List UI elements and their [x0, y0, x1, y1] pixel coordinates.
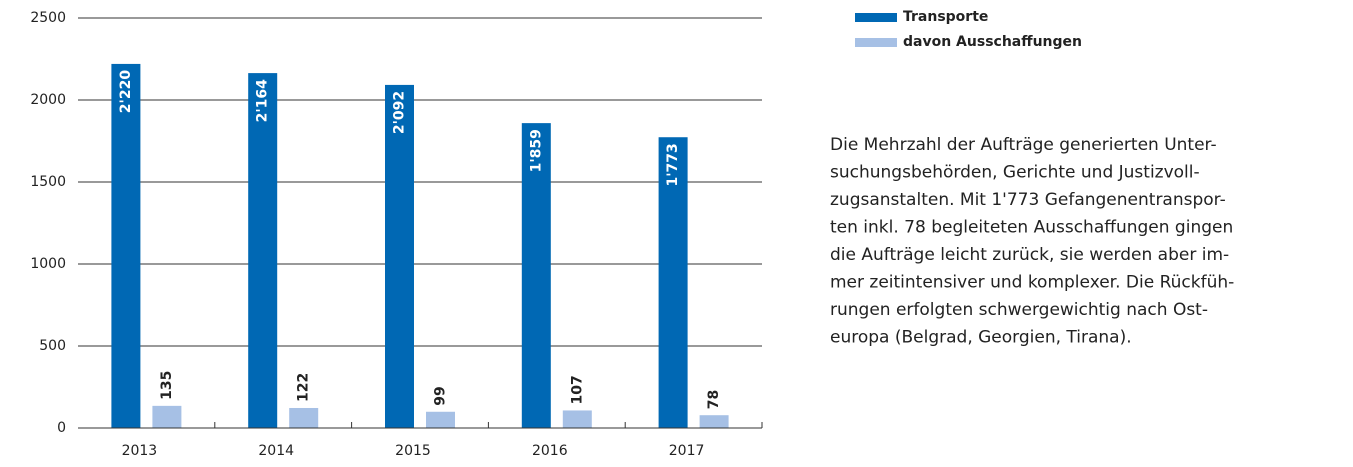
legend-label: davon Ausschaffungen: [903, 34, 1082, 50]
value-label: 135: [159, 371, 175, 400]
bar: [289, 407, 319, 428]
value-label: 2'164: [255, 79, 271, 123]
paragraph-line: mer zeitintensiver und komplexer. Die Rü…: [830, 273, 1234, 293]
value-label: 78: [706, 390, 722, 409]
paragraph-line: zugsanstalten. Mit 1'773 Gefangenentrans…: [830, 190, 1226, 210]
x-tick-label: 2015: [395, 443, 431, 459]
value-label: 2'092: [392, 91, 408, 134]
y-tick-label: 500: [39, 338, 66, 354]
x-tick-label: 2017: [669, 443, 705, 459]
y-tick-label: 0: [57, 420, 66, 436]
value-label: 1'859: [528, 129, 544, 172]
x-tick-label: 2016: [532, 443, 568, 459]
legend-swatch: [855, 38, 897, 47]
value-label: 1'773: [665, 143, 681, 186]
value-label: 99: [433, 386, 449, 405]
paragraph-line: suchungsbehörden, Gerichte und Justizvol…: [830, 163, 1200, 183]
bar: [521, 123, 551, 429]
bar: [248, 73, 278, 428]
bar: [562, 410, 592, 428]
paragraph-line: Die Mehrzahl der Aufträge generierten Un…: [830, 135, 1217, 155]
value-label: 122: [296, 373, 312, 402]
legend-label: Transporte: [903, 9, 988, 25]
value-label: 107: [569, 375, 585, 404]
bar: [699, 415, 729, 428]
y-tick-label: 1000: [30, 256, 66, 272]
paragraph-line: europa (Belgrad, Georgien, Tirana).: [830, 328, 1132, 348]
bar: [426, 411, 455, 428]
paragraph-line: die Aufträge leicht zurück, sie werden a…: [830, 245, 1229, 265]
bar: [658, 137, 688, 428]
y-tick-label: 2500: [30, 10, 66, 26]
bar: [152, 405, 182, 428]
paragraph-line: rungen erfolgten schwergewichtig nach Os…: [830, 300, 1208, 320]
x-tick-label: 2014: [258, 443, 294, 459]
legend-swatch: [855, 13, 897, 22]
value-label: 2'220: [118, 70, 134, 114]
x-tick-label: 2013: [122, 443, 158, 459]
y-tick-label: 1500: [30, 174, 66, 190]
bar: [111, 63, 141, 429]
y-tick-label: 2000: [30, 92, 66, 108]
paragraph-line: ten inkl. 78 begleiteten Ausschaffungen …: [830, 218, 1233, 238]
bar: [385, 84, 414, 429]
